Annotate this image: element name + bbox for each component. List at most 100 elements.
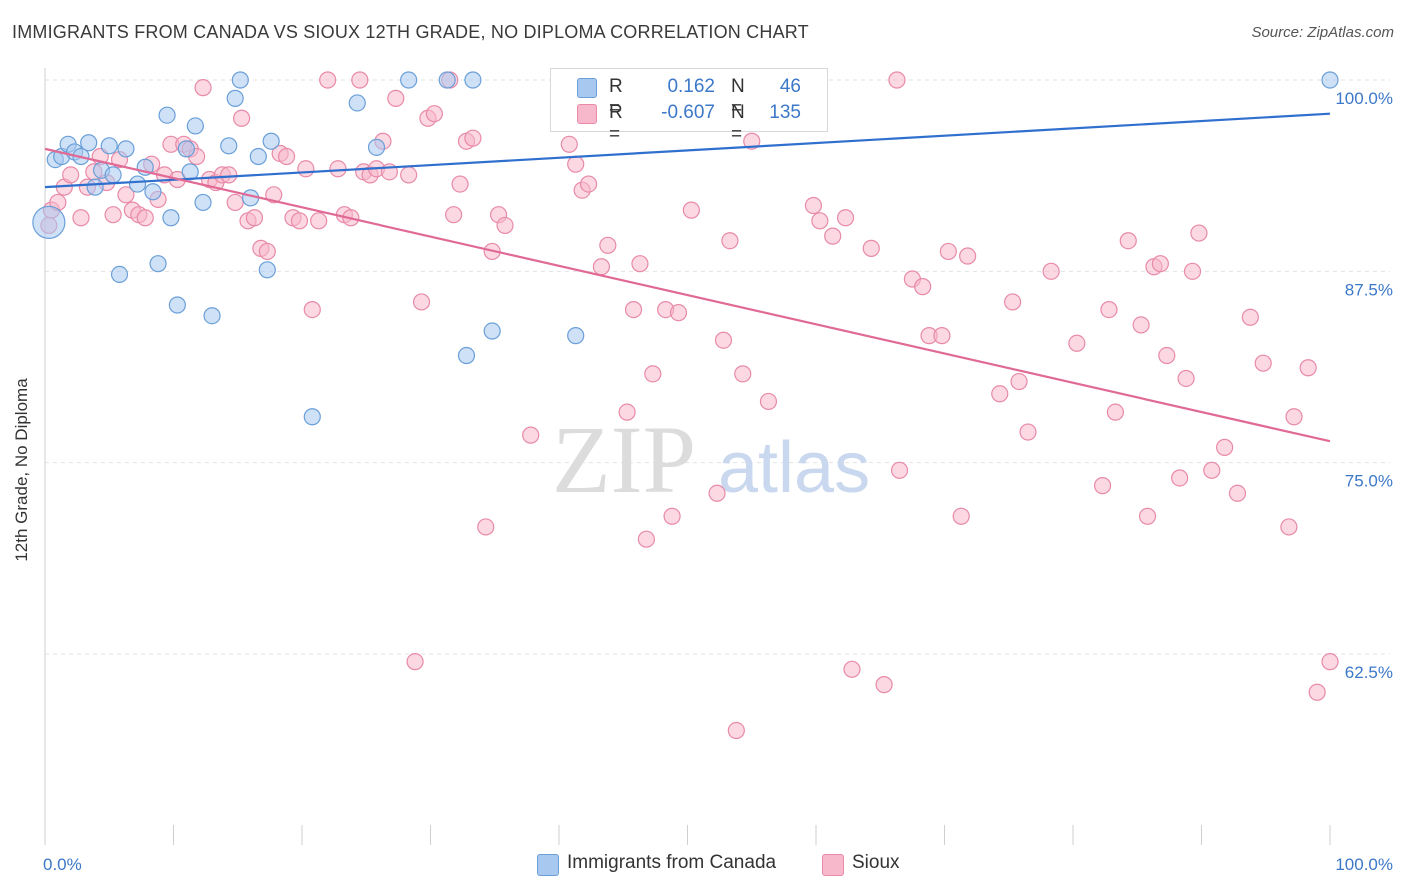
gridlines (45, 79, 1390, 655)
data-point-sioux (599, 236, 617, 254)
data-point-canada (162, 209, 180, 227)
data-point-sioux (682, 201, 700, 219)
data-point-sioux (804, 196, 823, 215)
data-point-canada (128, 175, 147, 193)
data-point-canada (86, 178, 104, 196)
data-point-sioux (1019, 423, 1037, 441)
data-point-sioux (387, 89, 405, 107)
data-point-sioux (1241, 308, 1259, 326)
data-point-sioux (759, 392, 778, 411)
data-point-canada (110, 265, 129, 283)
data-point-sioux (451, 175, 469, 193)
data-point-canada (249, 147, 267, 166)
data-point-sioux (72, 209, 90, 227)
data-point-canada (464, 71, 482, 89)
data-point-sioux (1308, 683, 1326, 701)
data-point-sioux (890, 461, 909, 479)
data-point-sioux (445, 206, 463, 224)
data-point-sioux (592, 258, 611, 276)
trend-line-canada (44, 112, 1331, 189)
data-point-sioux (637, 530, 655, 548)
watermark: ZIP atlas (552, 406, 870, 513)
data-point-sioux (1106, 403, 1125, 421)
data-point-sioux (297, 160, 315, 178)
data-point-sioux (400, 166, 418, 184)
data-point-canada (367, 138, 386, 156)
data-point-canada (186, 117, 204, 135)
y-tick-label: 62.5% (1345, 663, 1393, 682)
data-point-canada (100, 137, 118, 155)
data-point-sioux (117, 186, 135, 204)
data-point-sioux (1100, 301, 1118, 319)
data-point-canada (231, 71, 249, 89)
data-point-sioux (708, 484, 726, 502)
data-point-sioux (743, 132, 761, 150)
data-point-sioux (1093, 477, 1112, 495)
data-point-sioux (136, 209, 154, 227)
data-point-sioux (1004, 293, 1022, 311)
data-point-sioux (233, 109, 251, 127)
data-point-canada (168, 296, 186, 314)
data-point-sioux (727, 721, 745, 740)
data-point-sioux (1138, 507, 1157, 525)
data-point-sioux (824, 227, 842, 245)
y-tick-label: 100.0% (1335, 89, 1393, 108)
y-tick-label: 87.5% (1345, 280, 1393, 299)
data-point-sioux (1228, 484, 1247, 502)
legend-r-value: 0.162 (667, 76, 715, 97)
legend-swatch-sioux (577, 104, 597, 124)
x-tick-label: 100.0% (1335, 855, 1393, 874)
data-point-sioux (464, 129, 482, 147)
data-point-canada (483, 322, 501, 340)
data-point-canada (158, 106, 176, 124)
data-point-canada (32, 205, 66, 239)
data-point-sioux (991, 385, 1009, 403)
data-point-canada (194, 193, 212, 212)
data-point-sioux (258, 242, 276, 261)
data-point-sioux (669, 304, 688, 322)
data-point-sioux (624, 301, 643, 319)
data-point-canada (177, 140, 195, 158)
data-point-sioux (631, 255, 649, 273)
data-point-sioux (351, 71, 369, 89)
data-point-sioux (939, 242, 957, 261)
trend-lines (44, 112, 1331, 443)
data-point-canada (220, 137, 238, 155)
data-point-sioux (579, 175, 598, 193)
data-point-sioux (1042, 262, 1060, 280)
data-point-sioux (1190, 224, 1208, 242)
data-point-sioux (1010, 372, 1028, 391)
data-point-canada (1321, 71, 1339, 89)
data-point-sioux (933, 327, 951, 345)
data-point-canada (438, 71, 456, 89)
data-point-sioux (811, 212, 829, 230)
data-point-canada (262, 132, 280, 150)
chart-title: IMMIGRANTS FROM CANADA VS SIOUX 12TH GRA… (12, 22, 809, 42)
legend-n-label: N = (731, 102, 745, 145)
legend-label-canada: Immigrants from Canada (567, 852, 777, 873)
series-legend: Immigrants from Canada Sioux (0, 852, 1406, 878)
data-point-canada (567, 327, 585, 345)
data-point-sioux (319, 71, 337, 89)
x-tick-label: 0.0% (43, 855, 82, 874)
data-point-canada (457, 346, 476, 365)
data-point-sioux (477, 518, 495, 536)
data-point-sioux (1171, 469, 1189, 487)
data-point-canada (80, 134, 98, 152)
data-point-sioux (567, 155, 585, 173)
data-point-sioux (618, 403, 636, 421)
legend-swatch-canada (537, 854, 559, 876)
data-point-sioux (303, 301, 321, 319)
y-tick-label: 75.0% (1345, 472, 1393, 491)
data-point-sioux (406, 653, 424, 671)
data-point-sioux (1216, 438, 1234, 456)
legend-n-label: N = (731, 76, 745, 119)
data-point-sioux (721, 232, 739, 250)
data-point-sioux (1132, 316, 1150, 334)
data-point-sioux (277, 147, 296, 166)
data-point-sioux (644, 365, 662, 383)
data-point-sioux (1119, 232, 1137, 250)
data-point-sioux (290, 212, 309, 230)
data-point-sioux (714, 331, 733, 349)
data-point-sioux (310, 212, 328, 230)
